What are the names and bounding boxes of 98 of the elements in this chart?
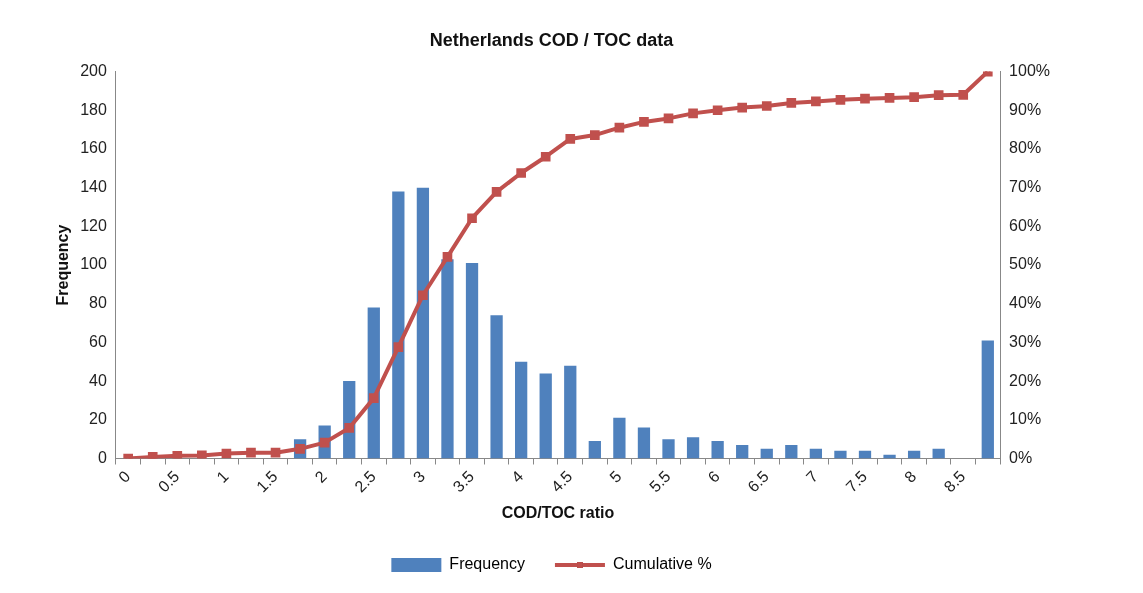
y2-tick-label: 10% [1009,410,1042,428]
point [467,213,477,224]
legend-label: Frequency [449,555,525,573]
bar [686,437,700,459]
x-tick-label: 7.5 [842,467,871,496]
point [491,187,502,197]
x-tick-label: 0.5 [154,467,183,496]
point [811,96,821,107]
x-tick-label: 3 [409,467,429,486]
bar [515,361,528,459]
point [958,89,969,100]
point [737,102,748,113]
point [197,450,207,459]
bar [588,441,601,459]
y2-tick-label: 0% [1009,448,1033,466]
x-tick-label: 8.5 [940,467,969,496]
x-tick-label: 0 [115,467,134,486]
bar [465,263,479,459]
bar [834,450,847,459]
x-tick-label: 3.5 [449,467,478,496]
point [516,168,526,178]
bar [613,417,626,459]
y2-tick-label: 80% [1009,139,1042,157]
chart-title: Netherlands COD / TOC data [429,29,675,50]
point [590,130,600,140]
bar [809,448,823,459]
y-tick-label: 100 [80,255,107,273]
point [712,105,723,116]
y-tick-label: 120 [80,216,107,234]
x-tick-label: 4.5 [547,467,576,496]
bar [416,187,430,459]
bar [539,373,552,459]
bar [637,427,651,459]
bar [490,315,503,459]
point [442,252,453,262]
point [761,101,772,111]
bar [932,448,945,459]
point [860,93,870,104]
x-tick-label: 8 [901,467,920,486]
y2-tick-label: 20% [1009,371,1042,389]
x-tick-label: 1 [213,467,232,486]
x-tick-label: 2.5 [351,467,380,496]
point [344,423,355,433]
point [614,122,625,133]
y-tick-label: 40 [89,371,107,389]
y-axis-title: Frequency [54,224,72,306]
point [172,450,183,459]
y-tick-label: 20 [89,410,107,428]
bar [564,365,577,459]
x-axis-title: COD/TOC ratio [501,503,615,521]
point [663,113,674,124]
bar [662,439,675,459]
point [221,448,232,459]
point [270,447,281,458]
point [688,108,698,119]
point [786,98,797,108]
point [835,95,846,105]
bar [392,191,405,459]
legend-label: Cumulative % [612,555,712,573]
bar [711,441,724,459]
point [909,92,919,102]
y-tick-label: 80 [89,294,107,312]
bar [981,340,994,459]
point [639,117,649,127]
bar [736,444,749,459]
y2-tick-label: 60% [1009,216,1042,234]
y-tick-label: 0 [97,448,107,466]
y2-tick-label: 70% [1009,178,1042,196]
y2-tick-label: 50% [1009,255,1042,273]
point [368,393,379,403]
y2-tick-label: 40% [1009,294,1042,312]
point [933,90,944,101]
point [565,134,576,144]
x-tick-label: 1.5 [253,467,281,496]
point [418,290,428,301]
bar [367,307,380,459]
y2-tick-label: 90% [1009,100,1042,118]
x-tick-label: 5 [606,467,625,486]
point [246,447,256,458]
bar [760,448,773,459]
point [540,151,551,162]
point [393,342,404,352]
x-tick-label: 6 [704,467,723,486]
y-tick-label: 160 [80,139,107,157]
bar [441,259,454,459]
point [884,93,895,103]
x-tick-label: 7 [802,467,822,486]
y-tick-label: 180 [80,100,107,118]
x-tick-label: 4 [508,467,527,486]
y2-tick-label: 30% [1009,332,1042,350]
bar [785,444,798,459]
x-tick-label: 5.5 [645,467,674,496]
y-tick-label: 200 [80,62,107,80]
y-tick-label: 140 [80,178,107,196]
y-tick-label: 60 [89,332,107,350]
x-tick-label: 2 [311,467,330,486]
y2-tick-label: 100% [1009,62,1050,80]
x-tick-label: 6.5 [744,467,773,496]
